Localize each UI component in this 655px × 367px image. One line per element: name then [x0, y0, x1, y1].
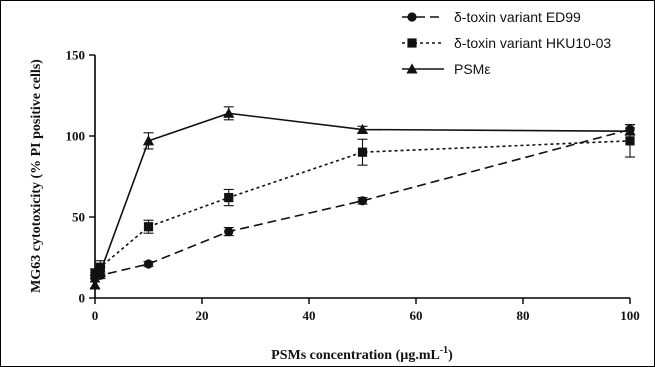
x-tick-label: 0 — [92, 308, 99, 323]
x-tick-label: 20 — [196, 308, 209, 323]
data-point — [224, 226, 234, 237]
series-layer — [89, 106, 636, 290]
x-axis-title: PSMs concentration (µg.mL-1) — [271, 345, 453, 363]
y-axis-title: MG63 cytotoxicity (% PI positive cells) — [29, 59, 44, 293]
x-axis-title-superscript: -1 — [440, 345, 448, 356]
x-tick-label: 80 — [517, 308, 530, 323]
legend-marker — [407, 12, 417, 22]
x-axis-title-close: ) — [448, 348, 453, 363]
x-ticks: 0 20 40 60 80 100 — [92, 298, 640, 323]
x-tick-label: 60 — [410, 308, 423, 323]
legend-label: δ-toxin variant ED99 — [454, 9, 581, 25]
data-point — [357, 147, 368, 157]
data-point — [224, 192, 234, 203]
legend-label: δ-toxin variant HKU10-03 — [454, 35, 611, 51]
data-point — [223, 107, 235, 118]
data-point — [90, 269, 100, 279]
y-tick-label: 50 — [72, 210, 85, 225]
data-point — [356, 123, 369, 134]
series-2 — [89, 106, 636, 290]
data-point — [357, 196, 368, 206]
x-tick-label: 100 — [620, 308, 640, 323]
data-point — [143, 259, 154, 269]
y-ticks: 0 50 100 150 — [66, 48, 95, 306]
data-point — [143, 222, 154, 232]
legend-marker — [407, 38, 417, 48]
data-point — [89, 279, 101, 290]
axes — [94, 55, 630, 299]
legend-marker — [406, 63, 418, 74]
data-point — [624, 125, 636, 136]
y-tick-label: 0 — [79, 291, 86, 306]
data-point — [94, 266, 106, 277]
legend-label: PSMε — [454, 61, 491, 77]
y-tick-label: 150 — [66, 48, 86, 63]
data-point — [142, 135, 155, 146]
x-axis-title-main: PSMs concentration (µg.mL — [271, 348, 440, 363]
legend: δ-toxin variant ED99 δ-toxin variant HKU1… — [402, 9, 611, 77]
y-tick-label: 100 — [66, 129, 86, 144]
data-point — [625, 136, 635, 146]
x-tick-label: 40 — [303, 308, 316, 323]
